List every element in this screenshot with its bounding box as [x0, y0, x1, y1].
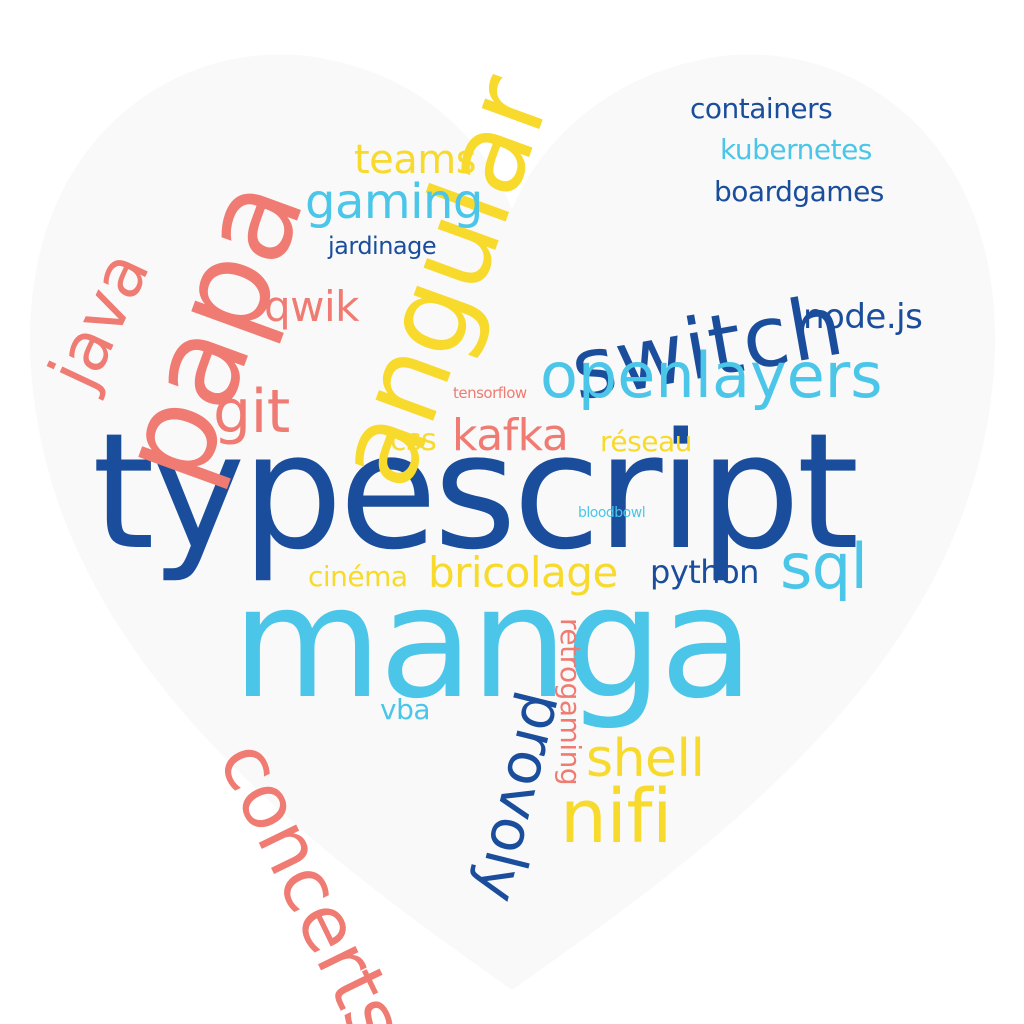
word-nifi: nifi [560, 774, 673, 860]
word-reseau: réseau [600, 425, 692, 458]
word-jardinage: jardinage [328, 232, 437, 260]
word-typescript: typescript [92, 398, 859, 585]
word-bloodbowl: bloodbowl [578, 505, 646, 521]
word-python: python [650, 553, 759, 591]
word-kafka: kafka [452, 410, 569, 461]
word-cinema: cinéma [308, 560, 408, 593]
word-gaming: gaming [305, 174, 483, 230]
word-qwik: qwik [264, 282, 360, 331]
word-tensorflow: tensorflow [453, 384, 527, 402]
word-containers: containers [690, 92, 833, 125]
word-css: css [390, 423, 437, 458]
word-vba: vba [380, 693, 431, 726]
word-openlayers: openlayers [540, 339, 883, 412]
word-retrogaming: retrogaming [554, 618, 587, 786]
word-teams: teams [354, 137, 477, 183]
word-sql: sql [780, 530, 868, 603]
word-shell: shell [586, 729, 705, 789]
word-git: git [213, 377, 290, 447]
word-boardgames: boardgames [714, 175, 884, 208]
word-kubernetes: kubernetes [720, 133, 872, 166]
word-manga: manga [232, 554, 754, 733]
word-nodejs: node.js [803, 297, 923, 337]
heart-shape-path [29, 54, 996, 990]
word-bricolage: bricolage [428, 548, 618, 597]
